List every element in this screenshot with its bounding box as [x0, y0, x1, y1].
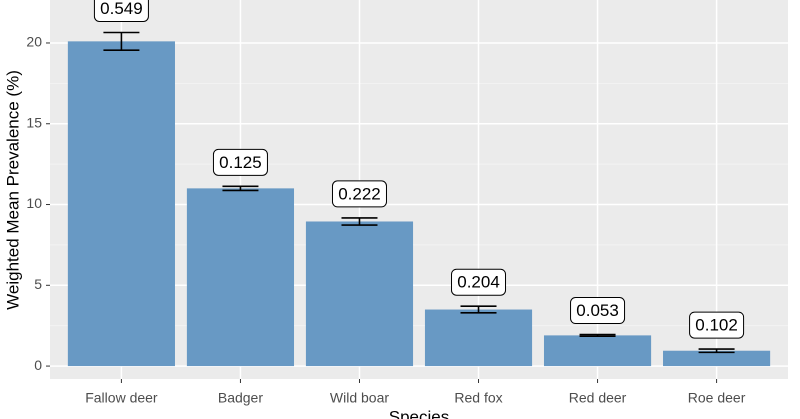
label-box [331, 180, 387, 208]
x-axis-title: Species [389, 407, 449, 419]
bar [424, 309, 533, 367]
error-bar [698, 348, 735, 354]
y-tick-label: 20 [26, 34, 42, 50]
x-tick-label: Wild boar [330, 390, 389, 406]
error-bar [222, 185, 259, 192]
error-label: 0.222 [338, 184, 381, 203]
y-tick-label: 5 [34, 276, 42, 292]
x-tick-label: Red deer [569, 390, 627, 406]
y-axis-title: Weighted Mean Prevalence (%) [3, 70, 22, 310]
bar [663, 350, 771, 367]
error-label: 0.125 [219, 153, 262, 172]
bar [186, 188, 295, 367]
error-label: 0.053 [576, 301, 619, 320]
bar [67, 41, 175, 367]
label-box [570, 297, 626, 325]
bar [305, 221, 414, 367]
label-box [451, 268, 507, 296]
bar [543, 335, 652, 367]
x-tick-label: Badger [218, 390, 263, 406]
y-tick-label: 15 [26, 114, 42, 130]
label-box [212, 148, 268, 176]
x-tick-label: Roe deer [688, 390, 746, 406]
error-bar [579, 333, 616, 338]
x-tick-label: Red fox [454, 390, 502, 406]
error-bar [341, 217, 378, 226]
y-tick-label: 0 [34, 357, 42, 373]
label-box [93, 0, 149, 22]
x-tick-label: Fallow deer [85, 390, 158, 406]
y-tick-label: 10 [26, 195, 42, 211]
error-label: 0.549 [100, 0, 143, 18]
error-label: 0.204 [457, 273, 500, 292]
error-bar [460, 305, 497, 314]
error-bar [103, 31, 140, 52]
error-label: 0.102 [695, 316, 738, 335]
label-box [689, 311, 745, 339]
